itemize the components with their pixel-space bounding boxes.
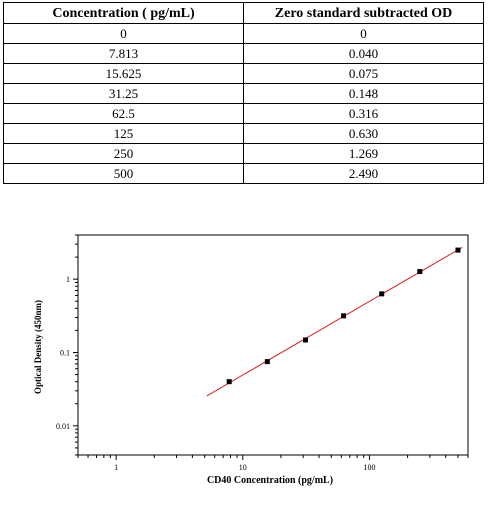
table-row: 7.813 0.040 [3, 43, 484, 64]
cell-concentration: 250 [3, 143, 244, 164]
cell-concentration: 15.625 [3, 63, 244, 84]
cell-concentration: 500 [3, 163, 244, 184]
data-point [264, 359, 270, 365]
header-concentration: Concentration ( pg/mL) [3, 2, 244, 24]
data-point [226, 379, 232, 385]
y-tick-label: 0.1 [60, 348, 70, 357]
data-point [455, 247, 461, 253]
x-axis-label: CD40 Concentration (pg/mL) [207, 475, 333, 486]
cell-concentration: 0 [3, 23, 244, 44]
fit-line [206, 246, 463, 397]
y-tick-label: 1 [66, 275, 70, 284]
data-point [302, 337, 308, 343]
cell-od: 0.075 [243, 63, 484, 84]
cell-od: 0.040 [243, 43, 484, 64]
data-point [341, 313, 347, 319]
table-row: 15.625 0.075 [3, 63, 484, 84]
table-header-row: Concentration ( pg/mL) Zero standard sub… [3, 2, 484, 24]
cell-od: 2.490 [243, 163, 484, 184]
x-tick-label: 100 [363, 463, 375, 472]
table-row: 500 2.490 [3, 163, 484, 184]
data-point [379, 291, 385, 297]
table-row: 62.5 0.316 [3, 103, 484, 124]
cell-concentration: 62.5 [3, 103, 244, 124]
data-points [226, 247, 461, 385]
x-tick-label: 10 [239, 463, 247, 472]
header-od: Zero standard subtracted OD [243, 2, 484, 24]
table-row: 31.25 0.148 [3, 83, 484, 104]
cell-od: 1.269 [243, 143, 484, 164]
x-tick-label: 1 [114, 463, 118, 472]
cell-concentration: 7.813 [3, 43, 244, 64]
cell-od: 0 [243, 23, 484, 44]
cell-od: 0.630 [243, 123, 484, 144]
cell-concentration: 31.25 [3, 83, 244, 104]
y-tick-label: 0.01 [56, 422, 70, 431]
cell-od: 0.316 [243, 103, 484, 124]
cell-od: 0.148 [243, 83, 484, 104]
axis-ticks: 1 10 100 0.01 0.1 1 [56, 234, 469, 472]
standard-curve-chart: 1 10 100 0.01 0.1 1 CD40 Concentration (pg/mL… [33, 234, 469, 486]
y-axis-label: Optical Density (450nm) [33, 300, 43, 394]
table-row: 250 1.269 [3, 143, 484, 164]
table-row: 125 0.630 [3, 123, 484, 144]
data-point [417, 269, 423, 275]
standard-curve-table: Concentration ( pg/mL) Zero standard sub… [3, 2, 484, 184]
cell-concentration: 125 [3, 123, 244, 144]
plot-frame [77, 234, 469, 456]
